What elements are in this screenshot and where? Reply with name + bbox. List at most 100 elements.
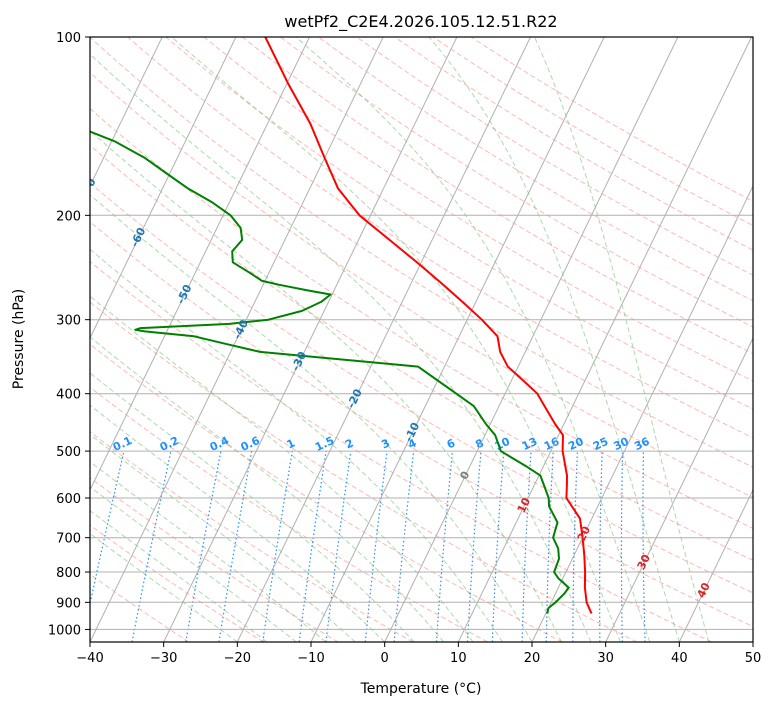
isotherm-label: -90 — [0, 72, 2, 96]
isotherm — [163, 37, 458, 642]
y-tick-label: 100 — [56, 31, 81, 46]
mixing-ratio-line — [298, 451, 327, 642]
mixing-ratio-line — [599, 451, 603, 642]
mixing-ratio-label: 3 — [379, 436, 391, 451]
isotherm — [236, 37, 531, 642]
isotherm-label: -10 — [402, 420, 423, 444]
dry-adiabat — [90, 107, 753, 529]
isotherm-label: 0 — [457, 469, 472, 482]
isotherm-label: 40 — [695, 580, 714, 600]
isotherm — [531, 184, 753, 642]
mixing-ratio-line — [642, 451, 646, 642]
mixing-ratio-label: 36 — [632, 435, 652, 453]
moist-adiabat — [90, 194, 533, 642]
mixing-ratio-label: 6 — [445, 436, 458, 451]
dry-adiabat — [356, 37, 753, 276]
x-tick-label: −40 — [76, 651, 103, 666]
moist-adiabat — [295, 37, 651, 642]
dry-adiabat — [127, 37, 753, 439]
moist-adiabat — [90, 53, 592, 642]
dry-adiabat — [241, 37, 753, 355]
chart-title: wetPf2_C2E4.2026.105.12.51.R22 — [284, 12, 557, 32]
x-tick-label: 0 — [381, 651, 389, 666]
temperature-line — [264, 37, 593, 614]
y-tick-label: 500 — [56, 445, 81, 460]
plot-frame — [89, 36, 754, 643]
dry-adiabat — [90, 477, 339, 642]
x-axis: −40 −30 −20 −10 0 10 20 30 40 50 — [76, 642, 761, 666]
y-tick-label: 800 — [56, 566, 81, 581]
dewpoint-line — [90, 130, 570, 614]
dry-adiabat — [90, 301, 638, 642]
x-tick-label: 20 — [524, 651, 541, 666]
moist-adiabat — [428, 37, 680, 642]
y-tick-label: 1000 — [48, 623, 81, 638]
isotherm — [90, 37, 237, 340]
dry-adiabat — [90, 182, 753, 594]
y-axis: 1000 900 800 700 600 500 400 300 200 100 — [48, 31, 90, 638]
isotherm — [90, 37, 310, 492]
dry-adiabat — [90, 71, 753, 498]
isotherms — [90, 37, 753, 642]
x-tick-label: −10 — [297, 651, 324, 666]
x-axis-title: Temperature (°C) — [360, 681, 482, 697]
isotherm-label: -50 — [174, 282, 195, 306]
mixing-ratio-line — [620, 451, 624, 642]
y-tick-label: 200 — [56, 209, 81, 224]
mixing-ratio-line — [393, 451, 415, 642]
dry-adiabat — [90, 144, 753, 561]
y-tick-label: 300 — [56, 314, 81, 329]
moist-adiabat — [90, 295, 474, 642]
dry-adiabat — [203, 37, 753, 382]
profile-series — [90, 37, 593, 614]
x-tick-label: 40 — [671, 651, 688, 666]
mixing-ratio-line — [218, 450, 253, 642]
moist-adiabat — [90, 336, 444, 642]
isotherm — [90, 37, 163, 188]
dry-adiabat — [90, 343, 563, 642]
mixing-ratio-label: 2 — [343, 436, 355, 451]
dry-adiabat — [90, 260, 712, 642]
x-tick-label: 30 — [597, 651, 614, 666]
y-tick-label: 600 — [56, 492, 81, 507]
dry-adiabat — [90, 386, 488, 642]
mixing-ratio-line — [325, 451, 352, 642]
isotherm — [310, 37, 605, 642]
y-tick-label: 700 — [56, 532, 81, 547]
mixing-ratio-label: 13 — [520, 435, 539, 453]
y-tick-label: 400 — [56, 388, 81, 403]
dry-adiabat — [90, 221, 753, 628]
isobars — [90, 37, 753, 630]
isotherm-label: 30 — [635, 552, 654, 572]
isotherm — [678, 488, 753, 642]
mixing-ratio-line — [491, 451, 505, 642]
dry-adiabat — [470, 37, 753, 202]
moist-adiabat — [90, 130, 562, 642]
moist-adiabat — [90, 248, 503, 642]
mixing-ratio-label: 20 — [566, 435, 586, 453]
mixing-ratio-line — [262, 451, 293, 642]
isotherm-label: -70 — [78, 176, 99, 200]
mixing-ratio-line — [364, 451, 388, 642]
dry-adiabat — [90, 524, 264, 642]
isotherm — [752, 640, 753, 642]
moist-adiabat — [90, 510, 268, 642]
isotherm — [457, 37, 752, 642]
mixing-ratio-line — [90, 450, 125, 607]
isotherm-label: -30 — [289, 349, 310, 373]
x-tick-label: −30 — [150, 651, 177, 666]
mixing-ratio-line — [435, 451, 454, 642]
moist-adiabats — [90, 37, 710, 642]
dry-adiabat — [318, 37, 753, 302]
moist-adiabat — [534, 37, 710, 642]
dry-adiabat — [90, 573, 190, 642]
moist-adiabat — [90, 433, 356, 642]
y-tick-label: 900 — [56, 596, 81, 611]
isotherm — [605, 336, 753, 642]
dry-adiabats — [90, 37, 753, 642]
mixing-ratio-label: 1 — [285, 436, 297, 451]
mixing-ratio-line — [185, 450, 222, 642]
